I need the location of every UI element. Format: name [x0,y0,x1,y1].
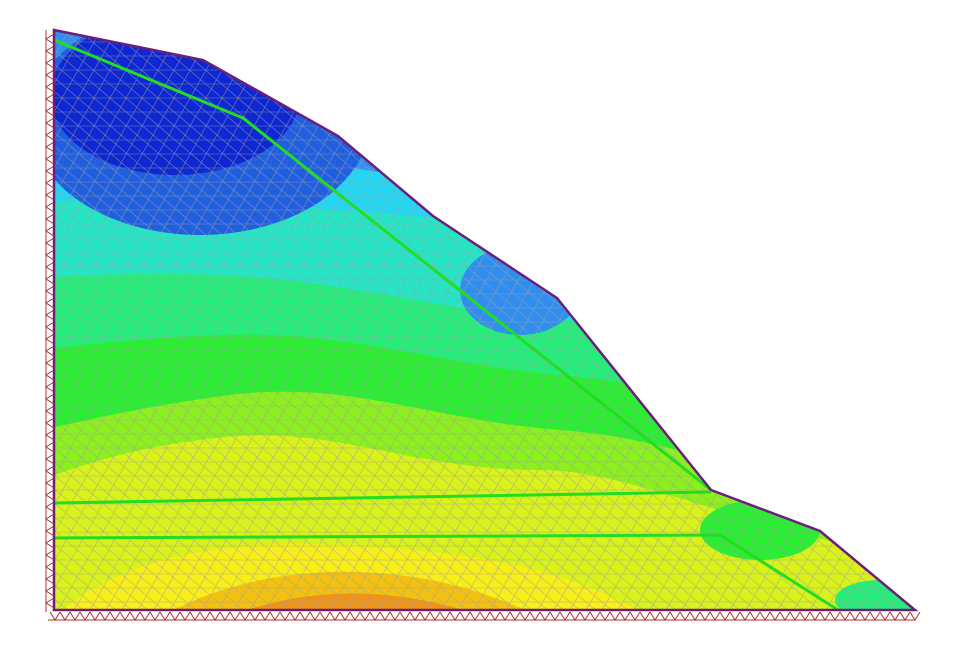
layer-boundaries [53,38,839,612]
layer-boundary-upper [53,38,712,492]
layer-boundary-middle [53,490,712,505]
bottom-pinned-supports [48,611,921,621]
contour-band-deep-blue [54,30,300,175]
layer-boundary-lower [53,533,839,612]
left-roller-supports [45,30,55,612]
contour-band-orange [240,593,470,610]
slope-outline [52,28,919,612]
